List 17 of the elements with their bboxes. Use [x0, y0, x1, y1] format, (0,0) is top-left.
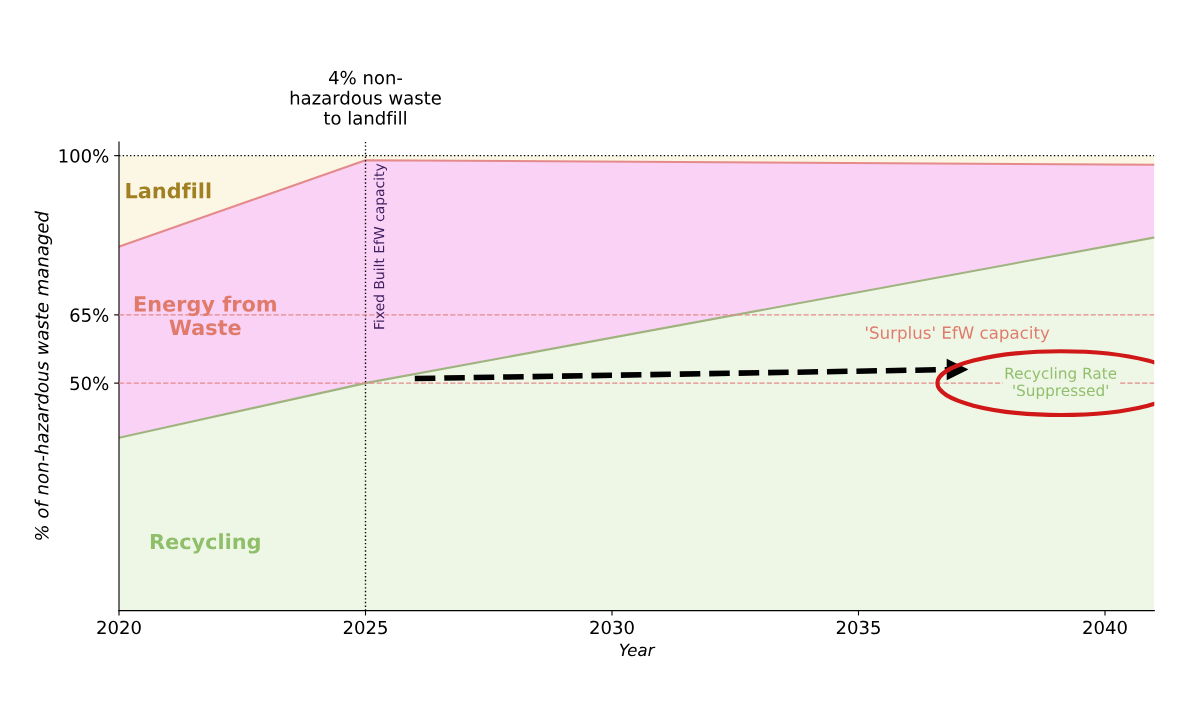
annotation: 'Surplus' EfW capacity	[866, 326, 1050, 343]
y-tick-label: 50%	[70, 376, 109, 391]
x-tick-label: 2020	[97, 620, 141, 635]
x-tick-label: 2040	[1083, 620, 1127, 635]
ref-line-label: 4% non- hazardous waste to landfill	[290, 70, 441, 125]
annotation: Fixed Built EfW capacity	[373, 163, 388, 329]
x-tick-label: 2025	[343, 620, 387, 635]
x-axis-title: Year	[619, 643, 656, 657]
series-label: Energy from Waste	[134, 295, 276, 336]
y-tick-label: 65%	[70, 308, 109, 322]
y-axis-title: % of non-hazardous waste managed	[34, 211, 53, 540]
x-tick-label: 2030	[590, 620, 634, 635]
y-tick-label: 100%	[59, 149, 109, 163]
series-label: Recycling	[150, 533, 260, 554]
annotation: Recycling Rate 'Suppressed'	[1005, 367, 1117, 400]
x-tick-label: 2035	[836, 620, 880, 635]
series-label: Landfill	[126, 182, 211, 199]
